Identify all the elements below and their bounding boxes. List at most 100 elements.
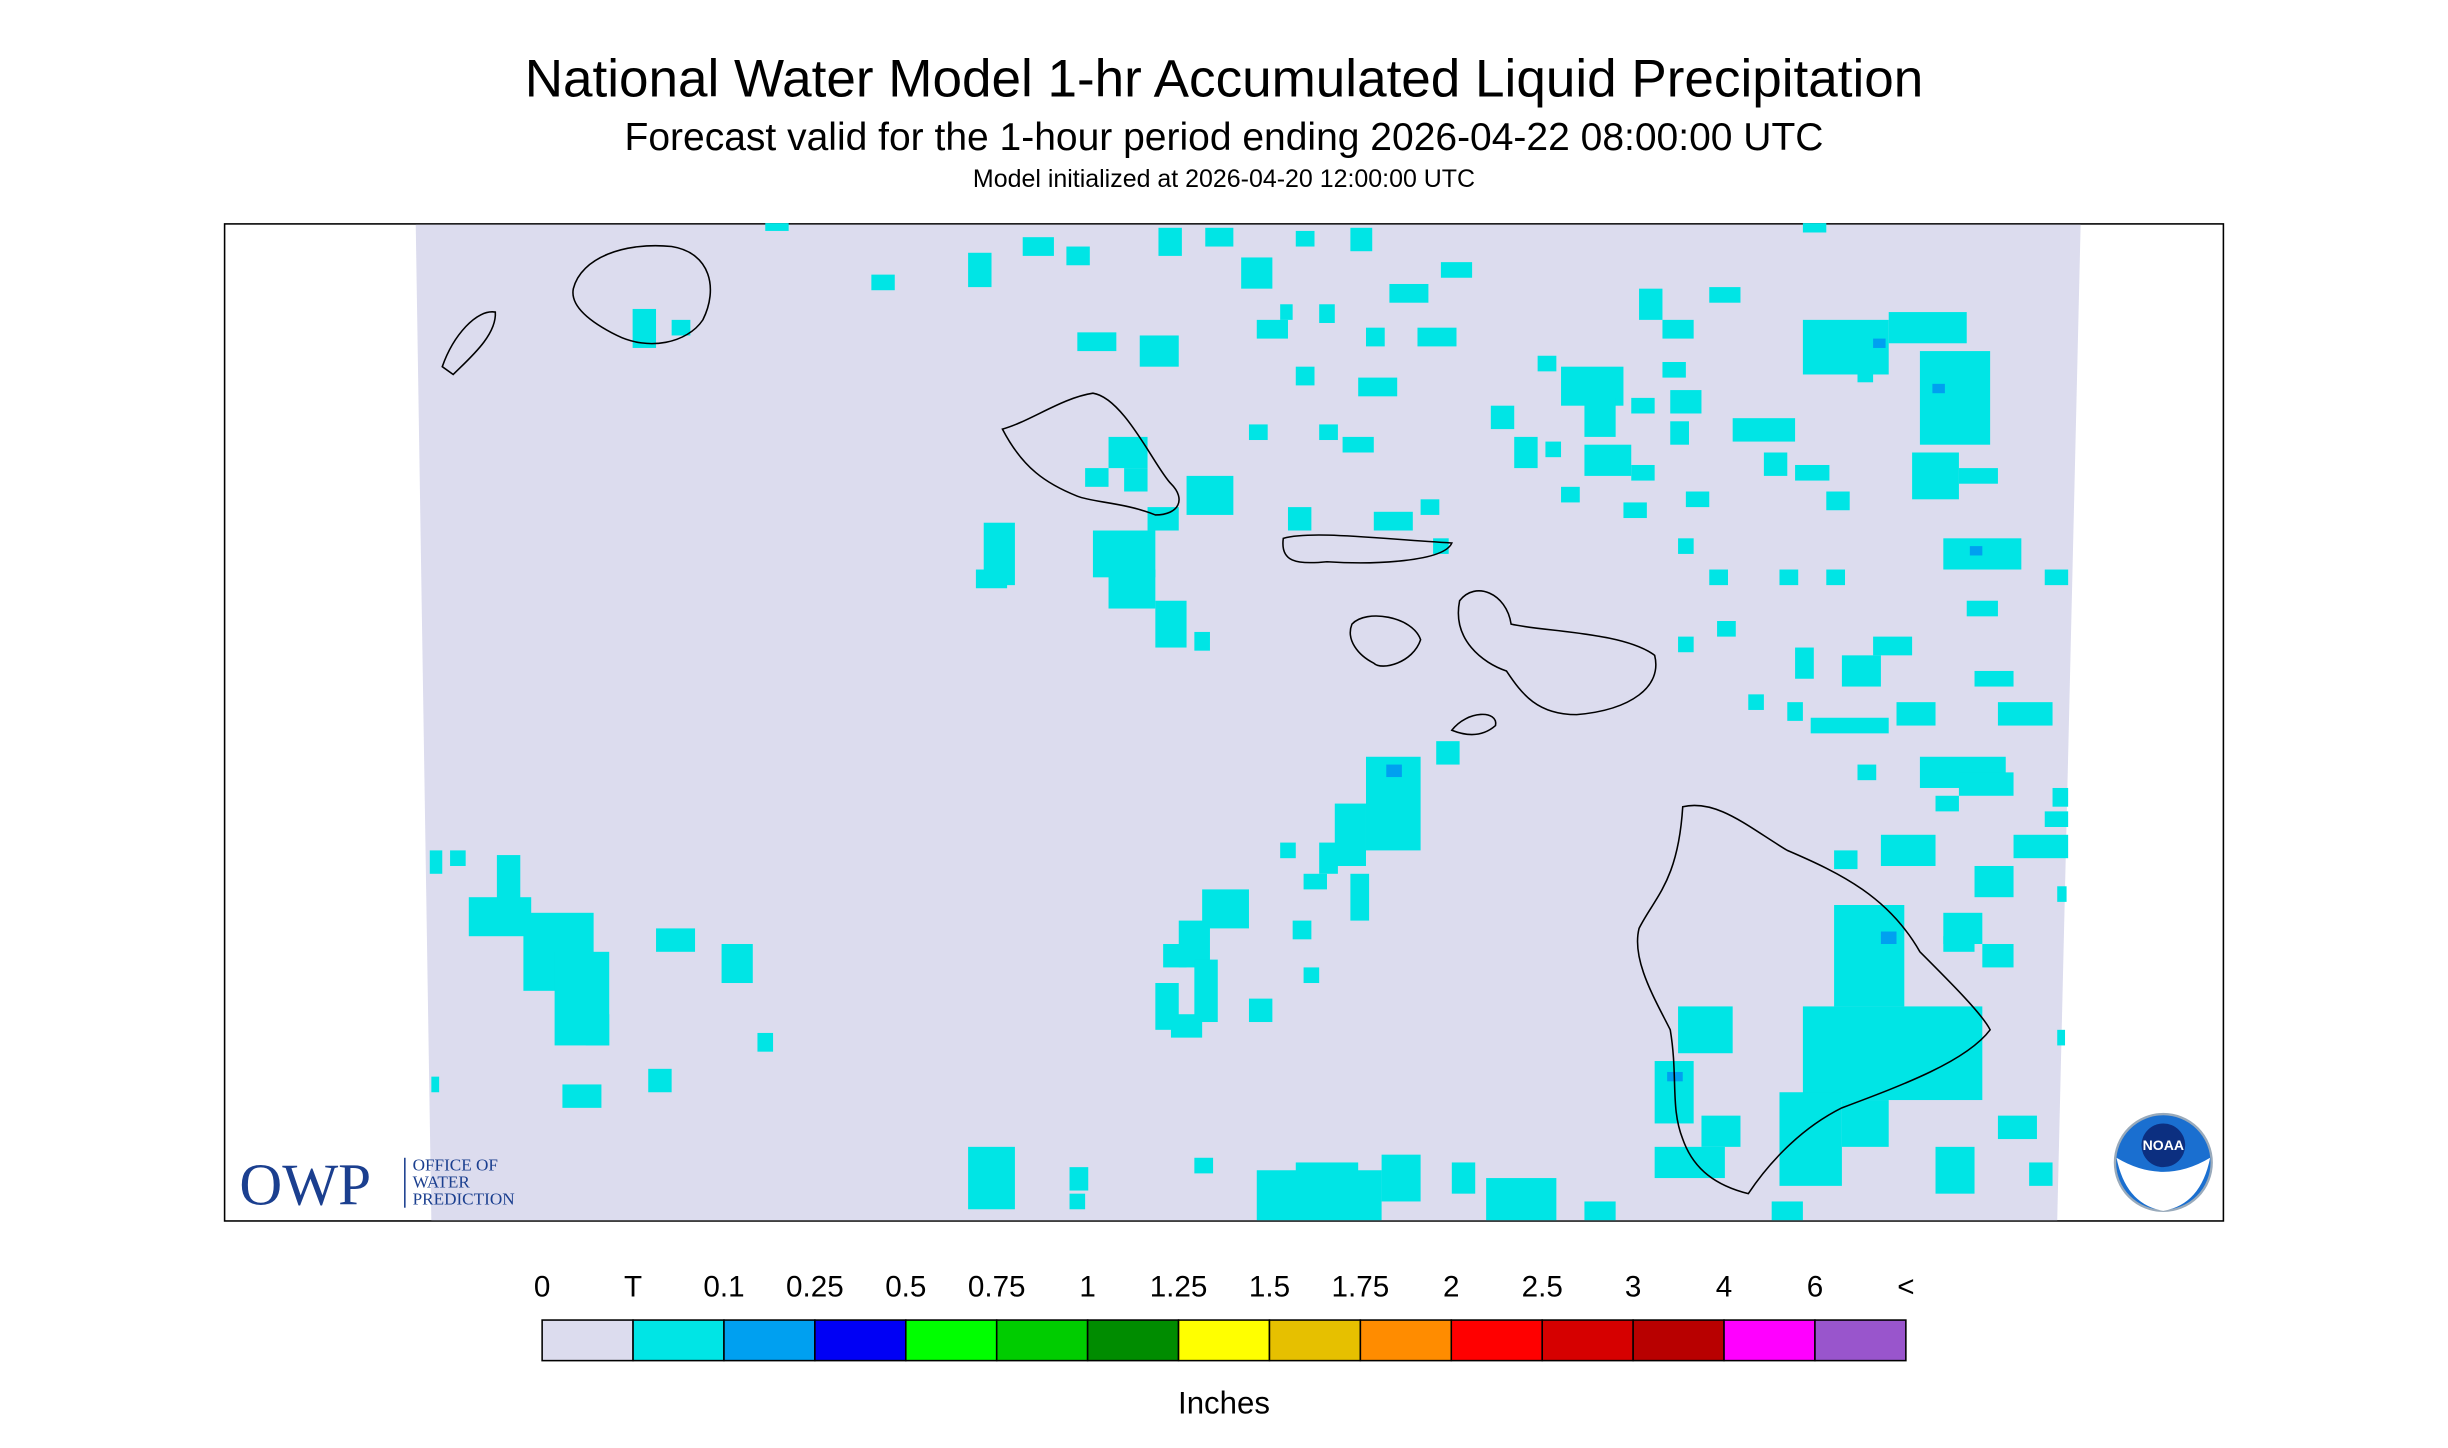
precip-cell <box>1248 424 1268 441</box>
oahu <box>1001 392 1180 516</box>
precip-cell <box>1256 319 1288 339</box>
legend-label: 1.25 <box>1150 1271 1208 1304</box>
precip-cell <box>1670 390 1702 414</box>
precip-cell <box>1763 452 1788 476</box>
precip-cell <box>1287 507 1312 531</box>
precip-cell-heavy <box>1386 764 1402 778</box>
precip-cell <box>1186 475 1234 515</box>
precip-cell <box>1802 223 1827 233</box>
precip-cell <box>1958 468 1998 484</box>
precip-cell <box>1514 436 1538 469</box>
legend-label: T <box>624 1271 642 1304</box>
precip-cell <box>1537 355 1557 372</box>
precip-cell <box>1420 499 1440 515</box>
precip-cell <box>1319 424 1338 441</box>
maui <box>1457 590 1657 716</box>
precip-cell <box>1085 468 1109 487</box>
precip-cell <box>1771 1201 1803 1221</box>
legend-label: 1.5 <box>1249 1271 1290 1304</box>
legend-label: 1 <box>1079 1271 1095 1304</box>
precip-cell <box>1997 702 2053 726</box>
precip-cell <box>1108 569 1156 609</box>
precip-cell <box>1069 1167 1089 1191</box>
precip-cell <box>1678 1006 1733 1054</box>
legend-label: 6 <box>1807 1271 1823 1304</box>
precip-cell <box>1896 702 1936 726</box>
precip-cell <box>585 1014 610 1046</box>
precip-cell <box>1795 464 1830 481</box>
precip-cell <box>1417 327 1457 347</box>
precip-cell <box>468 897 532 937</box>
precip-cell <box>1163 944 1187 968</box>
precip-cell <box>871 274 895 291</box>
precip-cell <box>431 1076 440 1093</box>
legend-label: 2 <box>1443 1271 1459 1304</box>
precip-cell <box>2044 569 2069 586</box>
owp-line: OFFICE OF <box>413 1155 498 1174</box>
noaa-logo: NOAA <box>2113 1112 2213 1212</box>
precip-cell <box>1748 694 1764 710</box>
legend-label: 0.1 <box>703 1271 744 1304</box>
precip-cell <box>1857 764 1877 781</box>
precip-cell <box>1670 421 1689 445</box>
precip-cell <box>1935 795 1959 812</box>
precip-cell <box>1490 405 1515 430</box>
precip-cell <box>1662 319 1694 339</box>
precip-cell <box>1966 600 1998 617</box>
legend-swatch <box>1450 1319 1543 1362</box>
owp-logo: OWP OFFICE OF WATER PREDICTION <box>239 1152 514 1218</box>
precip-cell <box>1303 873 1327 890</box>
precip-cell <box>975 569 1008 589</box>
precip-cell <box>656 928 696 952</box>
precip-cell <box>1912 452 1959 500</box>
precip-cell <box>1584 397 1616 437</box>
precip-cell <box>1678 538 1694 554</box>
precip-cell <box>1350 227 1373 252</box>
precip-cell <box>671 319 691 336</box>
legend-swatch <box>541 1319 634 1362</box>
owp-mark: OWP <box>239 1152 371 1218</box>
precip-cell <box>1069 1193 1086 1210</box>
precip-cell <box>1108 436 1148 469</box>
precip-cell <box>1124 468 1148 492</box>
legend-label: 4 <box>1716 1271 1732 1304</box>
precip-cell <box>1919 351 1991 445</box>
precip-cell <box>429 850 443 874</box>
precip-cell <box>1943 936 1975 952</box>
legend-label: 1.75 <box>1332 1271 1390 1304</box>
precip-cell <box>1584 1201 1616 1221</box>
legend-swatch <box>1359 1319 1453 1362</box>
precip-cell <box>1334 803 1366 866</box>
precip-cell <box>1795 647 1814 679</box>
precip-cell <box>632 308 657 348</box>
precip-cell <box>1584 444 1632 476</box>
legend-swatch <box>1814 1319 1907 1362</box>
precip-cell <box>1194 1157 1214 1174</box>
precip-cell <box>1170 1014 1203 1038</box>
map: OWP OFFICE OF WATER PREDICTION NOAA <box>223 223 2225 1222</box>
precip-cell <box>968 1146 1015 1210</box>
precip-cell <box>1958 772 2014 796</box>
precip-cell <box>1857 358 1874 383</box>
legend-label: 0.75 <box>968 1271 1026 1304</box>
precip-cell <box>1826 569 1846 586</box>
precip-cell <box>1436 741 1460 765</box>
precip-cell <box>1155 600 1187 648</box>
legend-label: 0 <box>534 1271 550 1304</box>
legend-swatch <box>723 1319 816 1362</box>
legend-label: 0.25 <box>786 1271 844 1304</box>
legend-swatch <box>814 1319 907 1362</box>
precip-cell <box>721 944 753 984</box>
legend-label: 0.5 <box>885 1271 926 1304</box>
precip-cell-heavy <box>1969 546 1983 556</box>
precip-cell <box>1974 670 2014 687</box>
precip-cell <box>1826 491 1850 511</box>
subtitle: Forecast valid for the 1-hour period end… <box>625 116 1824 159</box>
precip-cell <box>1787 702 1803 721</box>
precip-cell <box>1139 335 1179 367</box>
precip-cell <box>1779 1092 1842 1186</box>
precip-cell <box>496 855 521 902</box>
title: National Water Model 1-hr Accumulated Li… <box>525 50 1924 109</box>
precip-cell <box>1662 362 1686 378</box>
precip-cell <box>1295 1162 1359 1194</box>
